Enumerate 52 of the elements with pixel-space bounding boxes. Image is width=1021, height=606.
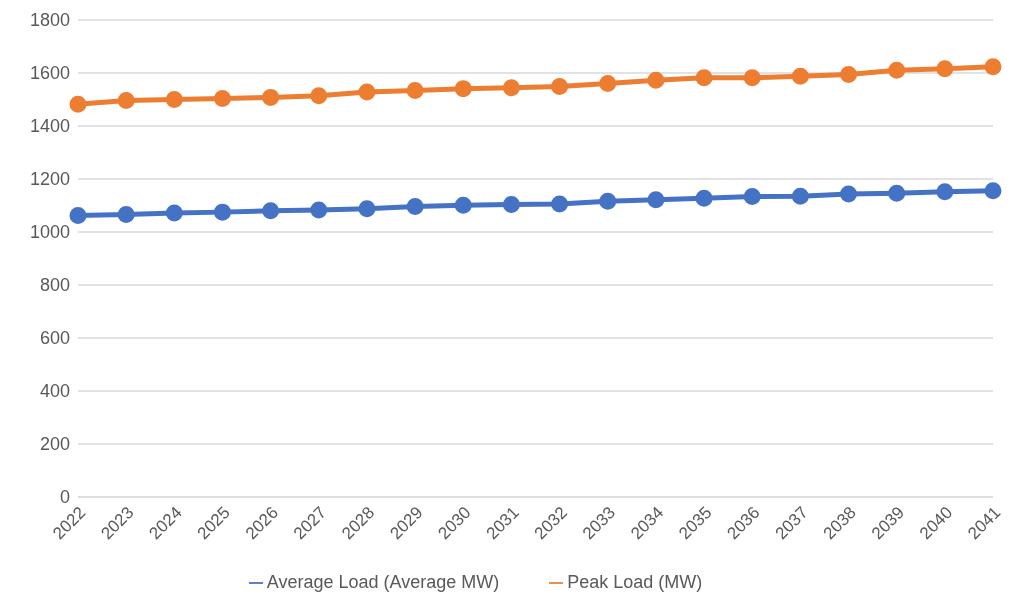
- point: [165, 204, 183, 222]
- point: [791, 187, 809, 205]
- y-tick-label: 1000: [29, 222, 70, 243]
- point: [936, 183, 954, 201]
- y-tick-label: 1600: [29, 63, 70, 84]
- point: [262, 88, 280, 106]
- point: [984, 182, 1002, 200]
- point: [502, 195, 520, 213]
- point: [117, 92, 135, 110]
- point: [165, 91, 183, 108]
- point: [888, 184, 906, 202]
- point: [984, 58, 1002, 76]
- point: [840, 66, 858, 84]
- point: [695, 189, 713, 207]
- point: [647, 71, 665, 89]
- point: [454, 80, 472, 98]
- point: [262, 202, 280, 220]
- y-tick-label: 1400: [29, 116, 70, 137]
- point: [406, 81, 424, 99]
- point: [551, 195, 569, 213]
- y-tick-label: 1200: [29, 169, 70, 190]
- point: [69, 95, 87, 113]
- point: [358, 83, 376, 101]
- point: [358, 200, 376, 218]
- y-tick-label: 600: [39, 328, 70, 349]
- point: [117, 206, 135, 224]
- point: [647, 191, 665, 209]
- legend-label: Average Load (Average MW): [266, 572, 500, 592]
- legend-label: Peak Load (MW): [567, 572, 703, 592]
- point: [840, 185, 858, 203]
- y-tick-label: 0: [59, 487, 70, 508]
- point: [791, 67, 809, 85]
- point: [743, 69, 761, 87]
- point: [502, 79, 520, 97]
- y-tick-label: 200: [39, 434, 70, 455]
- point: [551, 78, 569, 96]
- point: [213, 203, 231, 221]
- point: [599, 75, 617, 93]
- point: [936, 60, 954, 78]
- y-tick-label: 1800: [29, 10, 70, 31]
- point: [213, 89, 231, 107]
- y-tick-label: 800: [39, 275, 70, 296]
- point: [406, 198, 424, 216]
- point: [69, 207, 87, 225]
- point: [454, 196, 472, 214]
- y-tick-label: 400: [39, 381, 70, 402]
- point: [888, 61, 906, 79]
- point: [310, 201, 328, 219]
- point: [743, 187, 761, 205]
- point: [695, 69, 713, 87]
- point: [599, 192, 617, 210]
- point: [310, 87, 328, 105]
